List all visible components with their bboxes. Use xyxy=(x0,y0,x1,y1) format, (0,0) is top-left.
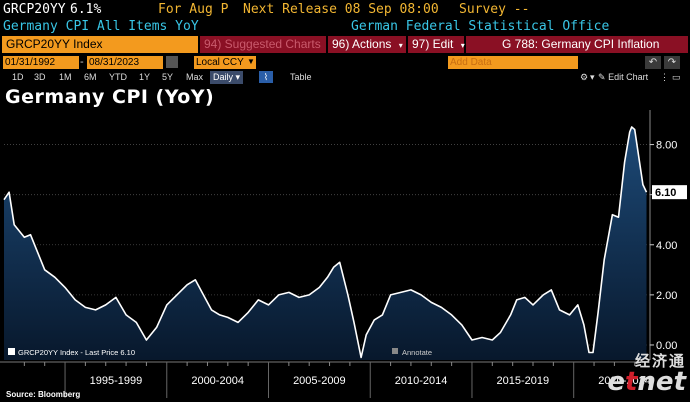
graph-title: G 788: Germany CPI Inflation xyxy=(466,36,688,53)
currency-select[interactable]: Local CCY xyxy=(194,56,256,69)
series-area xyxy=(4,127,647,360)
period-5y[interactable]: 5Y xyxy=(162,72,174,82)
x-tick-label-5: 2020-2024 xyxy=(598,375,651,387)
legend-label: GRCP20YY Index - Last Price 6.10 xyxy=(18,348,135,357)
survey-label: Survey -- xyxy=(459,2,530,17)
watermark-english: etnet xyxy=(607,367,686,397)
end-date-input[interactable]: 08/31/2023 xyxy=(87,56,163,69)
series-description: Germany CPI All Items YoY xyxy=(3,19,199,34)
annotate-label: Annotate xyxy=(402,348,432,357)
edit-menu[interactable]: 97) Edit ▾ xyxy=(408,36,465,53)
chart-title: Germany CPI (YoY) xyxy=(5,86,215,108)
actions-menu[interactable]: 96) Actions ▾ xyxy=(328,36,406,53)
annotate-button[interactable]: Annotate xyxy=(392,348,432,357)
frequency-select[interactable]: Daily ▾ xyxy=(210,71,244,84)
start-date-input[interactable]: 01/31/1992 xyxy=(3,56,79,69)
period-1d[interactable]: 1D xyxy=(12,72,24,82)
edit-label: 97) Edit xyxy=(412,37,454,51)
add-data-input[interactable]: Add Data xyxy=(448,56,578,69)
y-tick-label-1: 2.00 xyxy=(656,290,677,302)
legend: GRCP20YY Index - Last Price 6.10 xyxy=(8,348,135,357)
chevron-down-icon: ▾ xyxy=(460,41,465,50)
header-row: GRCP20YY 6.1% For Aug P Next Release 08 … xyxy=(0,0,690,19)
last-value: 6.1% xyxy=(70,2,102,17)
etnet-watermark: 经济通 etnet xyxy=(607,352,686,397)
security-field[interactable]: GRCP20YY Index xyxy=(2,36,198,53)
window-icon[interactable]: ▭ xyxy=(672,72,681,82)
x-tick-label-4: 2015-2019 xyxy=(497,375,550,387)
frequency-label: Daily xyxy=(213,72,234,82)
edit-chart-icon: ✎ xyxy=(598,72,606,82)
more-options-icon[interactable]: ⋮ xyxy=(660,72,669,82)
settings-icon[interactable]: ⚙ xyxy=(580,72,589,82)
ticker-label: GRCP20YY xyxy=(3,2,66,17)
last-price-label: 6.10 xyxy=(655,187,676,199)
date-separator: - xyxy=(80,56,84,68)
period-1m[interactable]: 1M xyxy=(59,72,72,82)
y-tick-label-4: 8.00 xyxy=(656,140,677,152)
y-tick-label-2: 4.00 xyxy=(656,240,677,252)
x-tick-label-2: 2005-2009 xyxy=(293,375,346,387)
x-tick-label-0: 1995-1999 xyxy=(90,375,143,387)
edit-chart-label: Edit Chart xyxy=(608,72,649,82)
chevron-down-icon: ▾ xyxy=(235,72,241,82)
actions-label: 96) Actions xyxy=(332,37,392,51)
chevron-down-icon: ▾ xyxy=(398,41,403,50)
command-bar: GRCP20YY Index 94) Suggested Charts 96) … xyxy=(0,36,690,54)
period-3d[interactable]: 3D xyxy=(34,72,46,82)
watermark-chinese: 经济通 xyxy=(634,353,686,370)
chevron-down-icon: ▼ xyxy=(247,57,255,66)
x-tick-label-3: 2010-2014 xyxy=(395,375,448,387)
x-tick-label-1: 2000-2004 xyxy=(191,375,244,387)
calendar-icon[interactable] xyxy=(166,56,178,68)
x-axis: 1995-1999 2000-2004 2005-2009 2010-2014 2015… xyxy=(0,361,651,398)
series-line xyxy=(3,126,648,359)
source-note: Source: Bloomberg xyxy=(6,390,81,399)
line-chart-icon[interactable]: ⌇ xyxy=(259,71,273,83)
annotate-icon xyxy=(392,348,398,354)
period-ytd[interactable]: YTD xyxy=(109,72,127,82)
last-price-box xyxy=(652,185,687,200)
redo-icon[interactable]: ↷ xyxy=(664,56,680,69)
period-1y[interactable]: 1Y xyxy=(139,72,151,82)
date-range-bar: 01/31/1992 - 08/31/2023 Local CCY ▼ Add … xyxy=(0,55,690,70)
release-period: For Aug P xyxy=(158,2,229,17)
next-release: Next Release 08 Sep 08:00 xyxy=(243,2,439,17)
undo-icon[interactable]: ↶ xyxy=(645,56,661,69)
description-row: Germany CPI All Items YoY German Federal… xyxy=(0,18,690,36)
period-bar: 1D 3D 1M 6M YTD 1Y 5Y Max Daily ▾ ⌇ Tabl… xyxy=(0,70,690,85)
table-button[interactable]: Table xyxy=(290,72,312,82)
edit-chart-button[interactable]: ✎ Edit Chart xyxy=(598,70,648,85)
period-6m[interactable]: 6M xyxy=(84,72,97,82)
period-max[interactable]: Max xyxy=(186,72,204,82)
source-organization: German Federal Statistical Office xyxy=(351,19,610,34)
settings-chevron-down-icon: ▾ xyxy=(590,72,595,82)
y-tick-label-0: 0.00 xyxy=(656,340,677,352)
suggested-charts-button[interactable]: 94) Suggested Charts xyxy=(200,36,326,53)
y-axis: 0.002.004.006.008.006.10 xyxy=(649,110,687,360)
legend-swatch xyxy=(8,348,15,355)
